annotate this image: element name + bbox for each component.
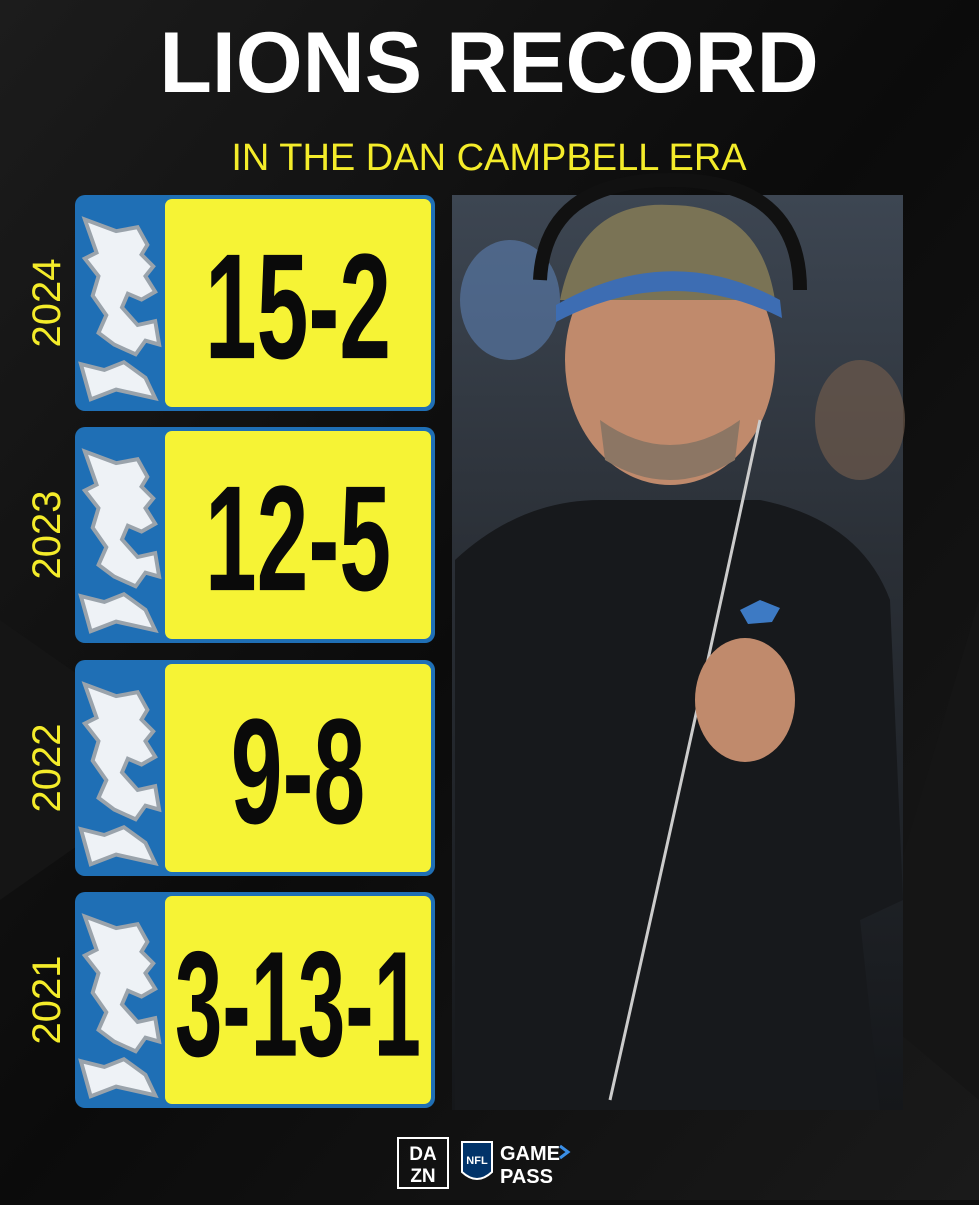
photo-crowd bbox=[815, 360, 905, 480]
season-list: 2024 15-2 2023 12-5 2022 9-8 2021 3-13-1 bbox=[25, 195, 435, 1108]
subtitle: IN THE DAN CAMPBELL ERA bbox=[231, 137, 747, 179]
season-record: 3-13-1 bbox=[175, 920, 421, 1087]
season-year: 2024 bbox=[25, 259, 69, 348]
record-panel bbox=[165, 199, 431, 407]
photo-cap-brim bbox=[556, 271, 782, 322]
photo-shirt bbox=[455, 500, 903, 1110]
title: LIONS RECORD bbox=[159, 15, 818, 111]
season-card: 2022 9-8 bbox=[25, 660, 435, 876]
photo-beard bbox=[600, 420, 740, 480]
season-record: 15-2 bbox=[205, 223, 391, 390]
photo-headset bbox=[533, 172, 807, 291]
product-arrow bbox=[559, 1144, 571, 1160]
brand-logo-frame bbox=[397, 1137, 449, 1189]
league-logo-text: NFL bbox=[466, 1155, 488, 1167]
photo-fist bbox=[695, 638, 795, 762]
season-record: 9-8 bbox=[231, 688, 365, 855]
photo-cable bbox=[608, 419, 762, 1101]
photo-cap bbox=[560, 204, 775, 300]
product-logo-text: PASS bbox=[500, 1166, 553, 1188]
season-card: 2024 15-2 bbox=[25, 195, 435, 411]
record-panel bbox=[165, 664, 431, 872]
league-shield bbox=[461, 1141, 493, 1180]
photo bbox=[452, 172, 905, 1110]
photo-shirt-logo bbox=[740, 600, 780, 624]
season-year: 2021 bbox=[25, 956, 69, 1045]
record-panel bbox=[165, 431, 431, 639]
season-record: 12-5 bbox=[205, 455, 391, 622]
product-logo-text: GAME bbox=[500, 1143, 560, 1165]
footer: DA ZN NFL GAME PASS bbox=[397, 1137, 571, 1189]
brand-logo-text: ZN bbox=[410, 1166, 435, 1187]
season-year: 2023 bbox=[25, 491, 69, 580]
record-panel bbox=[165, 896, 431, 1104]
season-card: 2023 12-5 bbox=[25, 427, 435, 643]
season-year: 2022 bbox=[25, 724, 69, 813]
brand-logo-text: DA bbox=[409, 1144, 437, 1165]
season-card: 2021 3-13-1 bbox=[25, 892, 435, 1108]
